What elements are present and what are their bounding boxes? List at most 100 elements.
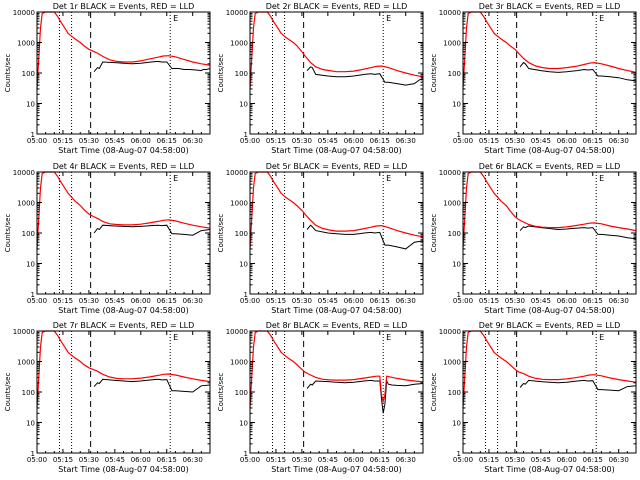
y-tick-label: 1 — [244, 131, 248, 139]
x-tick-label: 05:30 — [79, 297, 99, 305]
y-tick-label: 1000 — [230, 359, 248, 367]
x-tick-label: 05:45 — [105, 456, 125, 464]
x-tick-label: 05:45 — [531, 137, 551, 145]
x-tick-label: 06:30 — [609, 297, 629, 305]
y-tick-label: 100 — [22, 230, 35, 238]
x-tick-label: 05:00 — [27, 137, 47, 145]
x-tick-label: 05:00 — [240, 297, 260, 305]
x-tick-label: 05:45 — [531, 456, 551, 464]
corner-marker: E — [386, 174, 391, 183]
x-tick-label: 05:00 — [240, 137, 260, 145]
chart-title: Det 9r BLACK = Events, RED = LLD — [479, 321, 621, 330]
series-line-lld — [249, 171, 424, 249]
series-line-lld — [462, 330, 637, 408]
chart-title: Det 5r BLACK = Events, RED = LLD — [266, 162, 408, 171]
x-tick-label: 06:15 — [370, 297, 390, 305]
chart-panel-4: Det 4r BLACK = Events, RED = LLD E 05:00 05… — [4, 162, 211, 315]
x-tick-label: 06:15 — [583, 297, 603, 305]
y-tick-label: 10 — [239, 420, 248, 428]
x-tick-label: 05:15 — [53, 297, 73, 305]
y-tick-label: 1000 — [230, 40, 248, 48]
chart-panel-9: Det 9r BLACK = Events, RED = LLD E 05:00 05… — [430, 321, 637, 474]
x-tick-label: 05:30 — [505, 297, 525, 305]
chart-panel-1: Det 1r BLACK = Events, RED = LLD E 05:00 05… — [4, 2, 211, 155]
x-tick-label: 06:00 — [344, 137, 364, 145]
x-tick-label: 05:15 — [53, 137, 73, 145]
y-tick-label: 1 — [457, 131, 461, 139]
corner-marker: E — [599, 174, 604, 183]
x-tick-label: 05:00 — [27, 456, 47, 464]
y-tick-label: 10 — [26, 101, 35, 109]
y-tick-label: 1000 — [17, 359, 35, 367]
y-tick-label: 100 — [22, 389, 35, 397]
series-line-lld — [249, 11, 424, 89]
series-line-events — [306, 66, 424, 86]
x-tick-label: 06:00 — [131, 137, 151, 145]
corner-marker: E — [173, 174, 178, 183]
x-tick-label: 05:15 — [266, 137, 286, 145]
y-tick-label: 100 — [22, 70, 35, 78]
series-line-lld — [36, 11, 211, 89]
y-tick-label: 10000 — [226, 328, 248, 336]
x-tick-label: 05:15 — [266, 297, 286, 305]
series-line-events — [93, 224, 211, 236]
y-tick-label: 10 — [452, 261, 461, 269]
y-axis-label: Counts/sec — [430, 214, 438, 253]
x-tick-label: 06:15 — [157, 297, 177, 305]
chart-title: Det 2r BLACK = Events, RED = LLD — [266, 2, 408, 11]
x-tick-label: 05:00 — [453, 297, 473, 305]
x-tick-label: 06:30 — [609, 137, 629, 145]
y-tick-label: 1000 — [17, 200, 35, 208]
y-axis-label: Counts/sec — [217, 214, 225, 253]
x-tick-label: 06:30 — [396, 137, 416, 145]
x-axis-label: Start Time (08-Aug-07 04:58:00) — [484, 146, 615, 155]
x-tick-label: 05:30 — [292, 297, 312, 305]
y-tick-label: 10000 — [226, 169, 248, 177]
x-axis-label: Start Time (08-Aug-07 04:58:00) — [484, 306, 615, 315]
series-line-events — [93, 378, 211, 393]
y-tick-label: 10000 — [226, 9, 248, 17]
series-line-lld — [36, 330, 211, 408]
y-tick-label: 1 — [457, 450, 461, 458]
x-tick-label: 06:15 — [157, 137, 177, 145]
plot-frame — [462, 171, 637, 295]
chart-panel-2: Det 2r BLACK = Events, RED = LLD E 05:00 05… — [217, 2, 424, 155]
x-tick-label: 06:00 — [131, 297, 151, 305]
x-tick-label: 05:15 — [53, 456, 73, 464]
y-tick-label: 100 — [448, 70, 461, 78]
y-axis-label: Counts/sec — [430, 373, 438, 412]
x-tick-label: 05:15 — [479, 137, 499, 145]
plot-frame — [462, 11, 637, 135]
chart-title: Det 8r BLACK = Events, RED = LLD — [266, 321, 408, 330]
x-tick-label: 05:30 — [505, 137, 525, 145]
x-tick-label: 05:15 — [266, 456, 286, 464]
x-tick-label: 06:00 — [131, 456, 151, 464]
x-tick-label: 05:45 — [318, 456, 338, 464]
x-tick-label: 06:00 — [344, 456, 364, 464]
x-tick-label: 05:00 — [453, 456, 473, 464]
series-line-events — [519, 225, 637, 240]
chart-title: Det 3r BLACK = Events, RED = LLD — [479, 2, 621, 11]
y-tick-label: 1000 — [443, 359, 461, 367]
series-line-events — [519, 61, 637, 82]
y-tick-label: 10 — [452, 101, 461, 109]
plot-frame — [36, 11, 211, 135]
x-tick-label: 05:00 — [240, 456, 260, 464]
x-tick-label: 06:00 — [344, 297, 364, 305]
x-tick-label: 05:45 — [318, 297, 338, 305]
y-axis-label: Counts/sec — [4, 54, 12, 93]
y-tick-label: 100 — [448, 230, 461, 238]
y-tick-label: 1 — [244, 291, 248, 299]
series-line-events — [306, 224, 424, 250]
series-line-lld — [36, 171, 211, 249]
x-axis-label: Start Time (08-Aug-07 04:58:00) — [58, 465, 189, 474]
y-tick-label: 1 — [31, 450, 35, 458]
corner-marker: E — [386, 333, 391, 342]
y-tick-label: 100 — [448, 389, 461, 397]
corner-marker: E — [599, 14, 604, 23]
chart-panel-7: Det 7r BLACK = Events, RED = LLD E 05:00 05… — [4, 321, 211, 474]
series-line-lld — [462, 171, 637, 249]
y-tick-label: 1000 — [443, 40, 461, 48]
x-tick-label: 05:45 — [105, 297, 125, 305]
y-tick-label: 1000 — [230, 200, 248, 208]
